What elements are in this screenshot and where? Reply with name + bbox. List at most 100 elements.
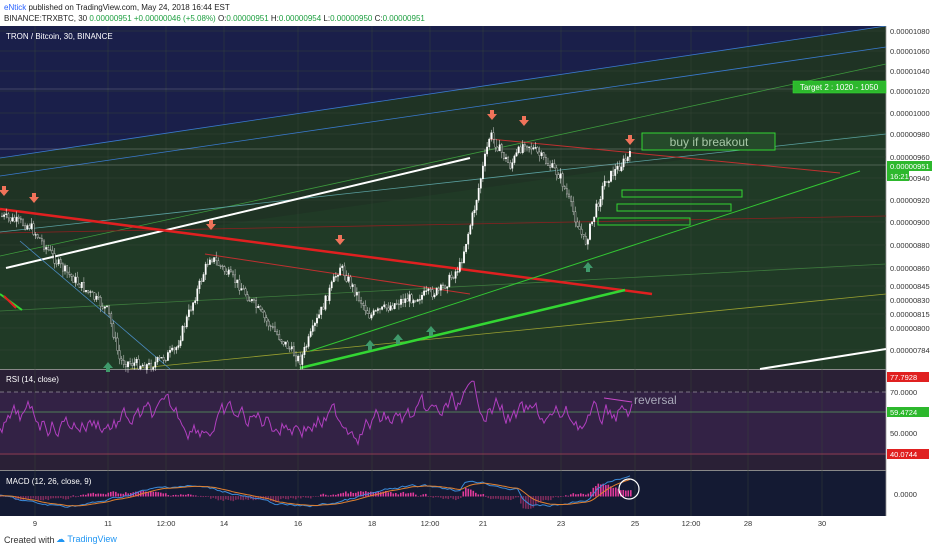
- macd-bar: [215, 496, 217, 499]
- candle-body: [78, 283, 81, 288]
- macd-bar: [240, 496, 242, 500]
- candle-body: [95, 296, 98, 300]
- candle-body: [341, 265, 344, 269]
- candle-body: [179, 340, 182, 346]
- macd-bar: [472, 490, 475, 497]
- cloud-icon: ☁: [56, 534, 65, 544]
- macd-bar: [217, 496, 220, 501]
- macd-bar: [90, 493, 92, 497]
- candle-body: [246, 294, 249, 301]
- candle-body: [272, 326, 274, 328]
- candle-body: [492, 132, 495, 140]
- candle-body: [28, 225, 31, 229]
- candle-body: [467, 233, 470, 245]
- candle-body: [265, 317, 268, 322]
- macd-bar: [177, 495, 180, 497]
- candle-body: [286, 341, 289, 349]
- tradingview-logo[interactable]: ☁ TradingView: [56, 534, 117, 545]
- candle-body: [221, 265, 224, 268]
- author-link[interactable]: eNtick: [4, 3, 27, 12]
- rsi-current-label: 59.4724: [890, 408, 917, 417]
- candle-body: [605, 181, 608, 183]
- macd-bar: [360, 491, 362, 497]
- price-change: +0.00000046 (+5.08%): [133, 14, 216, 23]
- macd-bar: [237, 496, 240, 500]
- candle-body: [599, 199, 602, 207]
- candle-body: [610, 170, 612, 182]
- candle-body: [364, 305, 367, 311]
- candle-body: [393, 303, 396, 309]
- macd-bar: [317, 496, 320, 497]
- candle-body: [185, 316, 188, 328]
- macd-bar: [305, 496, 307, 498]
- candle-body: [450, 274, 453, 278]
- macd-bar: [170, 495, 172, 497]
- price-chart[interactable]: Target 2 : 1020 - 1050 buy if breakout r…: [0, 25, 932, 530]
- macd-bar: [22, 496, 25, 500]
- candle-body: [488, 138, 491, 148]
- macd-bar: [162, 493, 165, 497]
- buy-arrow-head: [393, 334, 403, 340]
- candle-body: [162, 357, 165, 361]
- green-channel-upper: [0, 63, 887, 257]
- candle-body: [513, 155, 516, 163]
- time-tick-label: 23: [557, 519, 565, 528]
- candle-body: [456, 271, 459, 273]
- macd-bar: [87, 493, 90, 497]
- macd-bar: [440, 496, 442, 498]
- buy-text: buy if breakout: [670, 135, 749, 149]
- macd-bar: [525, 496, 527, 509]
- price-axis-background: [886, 26, 932, 530]
- macd-bar: [92, 492, 95, 497]
- macd-bar: [545, 496, 547, 500]
- time-tick-label: 28: [744, 519, 752, 528]
- candle-body: [194, 300, 197, 303]
- macd-bar: [300, 496, 302, 499]
- red-stub: [3, 295, 17, 309]
- macd-bar: [42, 496, 45, 501]
- chart-area[interactable]: Target 2 : 1020 - 1050 buy if breakout r…: [0, 25, 932, 530]
- candle-body: [425, 290, 428, 292]
- candle-body: [387, 307, 390, 311]
- macd-bar: [95, 493, 97, 497]
- candle-body: [603, 181, 606, 187]
- candle-body: [112, 323, 115, 338]
- macd-bar: [52, 496, 55, 499]
- candle-body: [517, 146, 520, 153]
- macd-bar: [292, 496, 295, 499]
- candle-body: [463, 251, 465, 263]
- macd-pane: MACD (12, 26, close, 9) 0.0000: [0, 475, 917, 509]
- macd-bar: [520, 496, 522, 504]
- candle-body: [532, 147, 535, 150]
- candle-body: [465, 243, 467, 252]
- macd-bar: [127, 493, 130, 497]
- macd-bar: [470, 489, 472, 497]
- candle-body: [385, 304, 388, 309]
- macd-bar: [107, 492, 110, 497]
- candle-body: [72, 276, 75, 283]
- price-tick-label: 0.00000800: [890, 324, 930, 333]
- macd-bar: [585, 494, 587, 497]
- price-tick-label: 0.00000880: [890, 241, 930, 250]
- candle-body: [150, 362, 152, 370]
- macd-bar: [442, 496, 445, 499]
- candle-body: [30, 223, 33, 229]
- red-resistance-thin: [204, 253, 471, 295]
- support-zone-1: [621, 189, 743, 198]
- candle-body: [412, 300, 415, 304]
- tradingview-brand: TradingView: [67, 534, 117, 544]
- macd-bar: [617, 488, 620, 497]
- buy-arrow-stem: [429, 332, 433, 336]
- candle-body: [568, 193, 570, 198]
- candle-body: [166, 352, 169, 361]
- macd-bar: [122, 493, 125, 497]
- candle-body: [414, 300, 417, 302]
- macd-bar: [402, 491, 405, 497]
- reversal-text: reversal: [634, 393, 677, 407]
- candle-body: [137, 359, 140, 370]
- macd-bar: [592, 487, 595, 497]
- macd-bar: [615, 487, 617, 497]
- candle-body: [108, 305, 111, 314]
- candle-body: [452, 277, 455, 279]
- macd-bar: [27, 496, 30, 500]
